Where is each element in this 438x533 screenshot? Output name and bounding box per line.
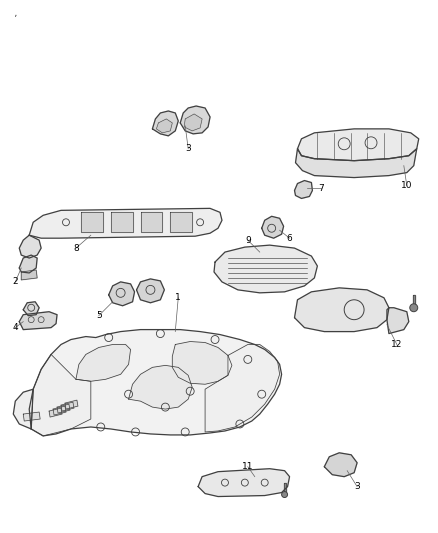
Polygon shape bbox=[156, 119, 172, 133]
Polygon shape bbox=[129, 365, 192, 409]
Polygon shape bbox=[29, 208, 222, 238]
Text: 8: 8 bbox=[73, 244, 79, 253]
Circle shape bbox=[282, 491, 288, 497]
Polygon shape bbox=[65, 400, 78, 409]
Polygon shape bbox=[31, 354, 91, 436]
Polygon shape bbox=[294, 181, 312, 198]
Polygon shape bbox=[205, 344, 279, 432]
Text: 4: 4 bbox=[13, 323, 18, 332]
Text: 10: 10 bbox=[401, 181, 413, 190]
Text: 3: 3 bbox=[185, 144, 191, 154]
Polygon shape bbox=[19, 235, 41, 258]
Polygon shape bbox=[198, 469, 290, 497]
Text: 11: 11 bbox=[242, 462, 254, 471]
Text: 5: 5 bbox=[96, 311, 102, 320]
Polygon shape bbox=[324, 453, 357, 477]
Polygon shape bbox=[387, 308, 409, 334]
Polygon shape bbox=[170, 212, 192, 232]
Text: 6: 6 bbox=[287, 233, 293, 243]
Polygon shape bbox=[23, 412, 40, 421]
Polygon shape bbox=[19, 255, 37, 273]
Polygon shape bbox=[61, 402, 74, 411]
Polygon shape bbox=[180, 106, 210, 134]
Polygon shape bbox=[19, 312, 57, 329]
Circle shape bbox=[410, 304, 418, 312]
Text: ʼ: ʼ bbox=[13, 13, 17, 23]
Polygon shape bbox=[137, 279, 164, 303]
Polygon shape bbox=[76, 344, 131, 381]
Polygon shape bbox=[296, 149, 417, 177]
Polygon shape bbox=[141, 212, 162, 232]
Text: 9: 9 bbox=[245, 236, 251, 245]
Polygon shape bbox=[152, 111, 178, 136]
Polygon shape bbox=[81, 212, 103, 232]
Polygon shape bbox=[297, 129, 419, 160]
Text: 3: 3 bbox=[354, 482, 360, 491]
Polygon shape bbox=[109, 282, 134, 306]
Polygon shape bbox=[172, 342, 232, 384]
Polygon shape bbox=[49, 408, 62, 417]
Polygon shape bbox=[13, 389, 33, 429]
Polygon shape bbox=[29, 329, 282, 436]
Text: 7: 7 bbox=[318, 184, 324, 193]
Text: 2: 2 bbox=[13, 277, 18, 286]
Polygon shape bbox=[57, 404, 70, 413]
Polygon shape bbox=[111, 212, 133, 232]
Polygon shape bbox=[21, 270, 37, 280]
Polygon shape bbox=[214, 245, 318, 293]
Polygon shape bbox=[23, 302, 39, 316]
Polygon shape bbox=[262, 216, 283, 238]
Text: 1: 1 bbox=[175, 293, 181, 302]
Text: 12: 12 bbox=[391, 340, 403, 349]
Polygon shape bbox=[53, 406, 66, 415]
Polygon shape bbox=[413, 295, 415, 305]
Polygon shape bbox=[184, 114, 202, 131]
Polygon shape bbox=[283, 482, 286, 491]
Polygon shape bbox=[294, 288, 389, 332]
